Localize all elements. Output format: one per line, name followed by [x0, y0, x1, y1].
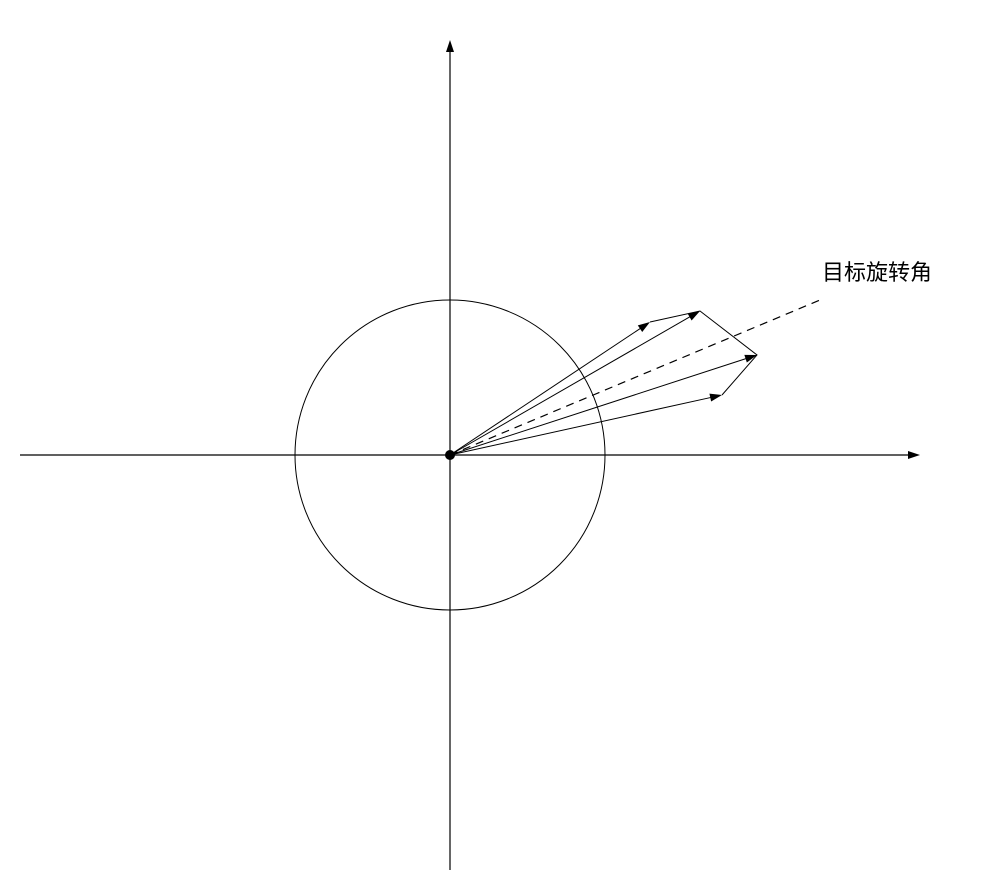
- vector-3: [450, 322, 650, 455]
- vector-2: [450, 311, 700, 455]
- vector-1: [450, 355, 757, 455]
- target-rotation-label: 目标旋转角: [822, 260, 932, 285]
- vector-0: [450, 394, 722, 455]
- target-rotation-line: [450, 300, 820, 455]
- vector-tips-polyline: [650, 311, 757, 395]
- origin-dot: [445, 450, 455, 460]
- x-axis: [20, 451, 920, 459]
